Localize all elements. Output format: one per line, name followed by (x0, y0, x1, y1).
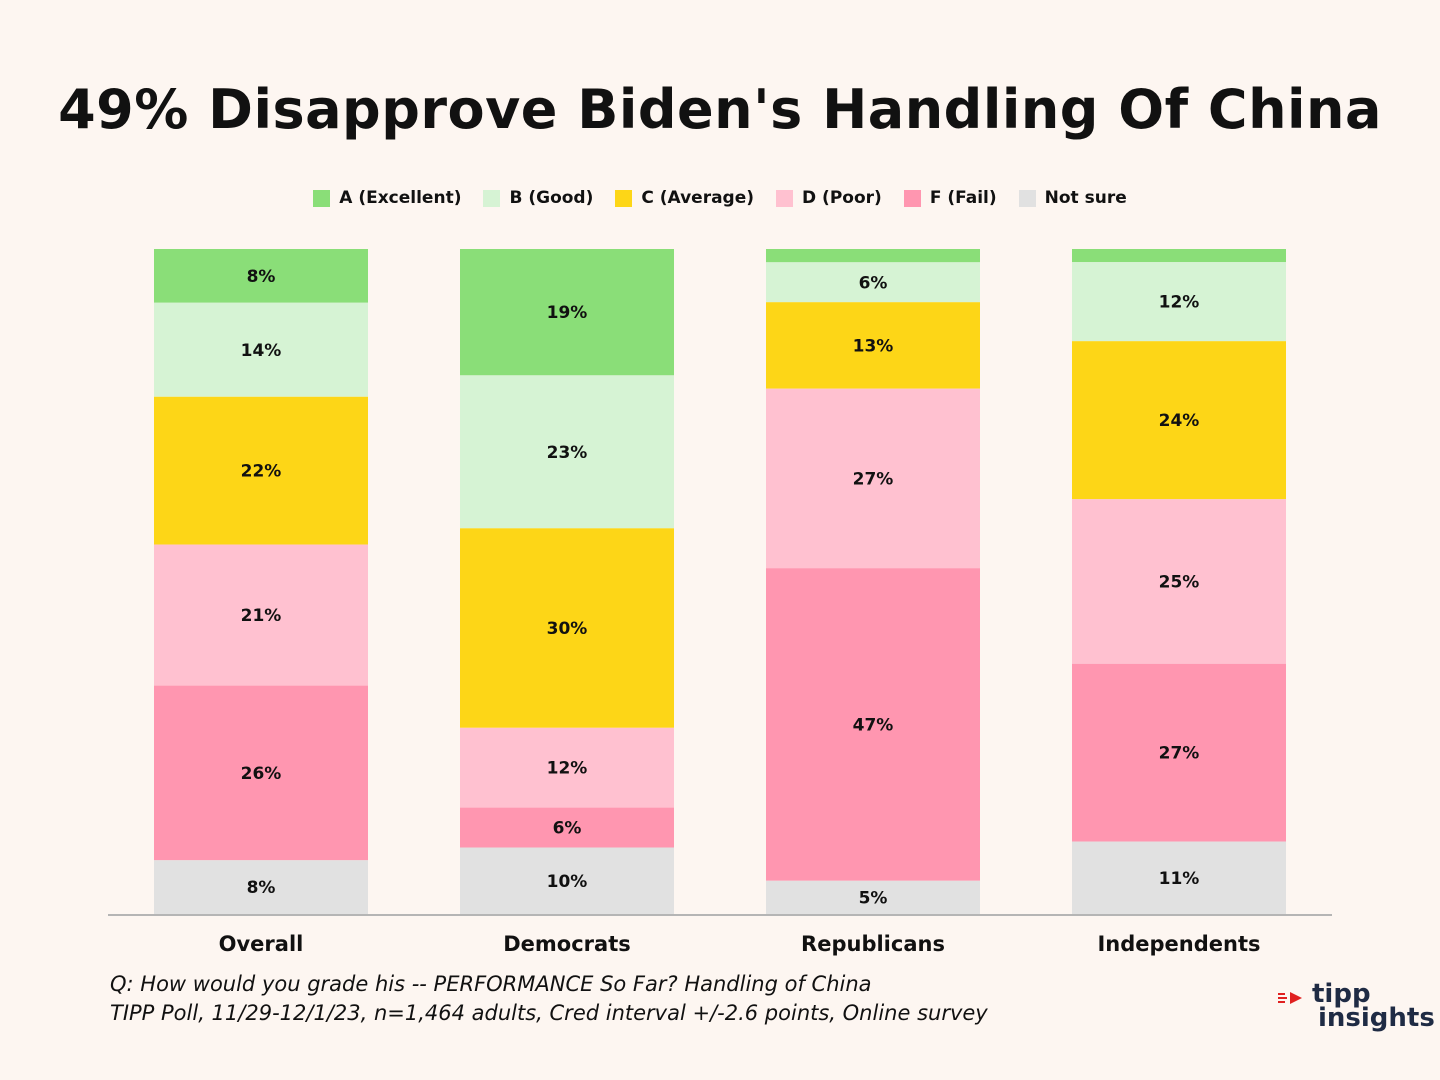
data-label: 27% (853, 469, 894, 489)
data-label: 22% (241, 462, 282, 482)
category-label: Independents (1097, 932, 1260, 956)
data-label: 25% (1159, 573, 1200, 593)
legend-item: A (Excellent) (313, 188, 461, 208)
legend-label: F (Fail) (929, 188, 997, 208)
data-label: 8% (247, 267, 276, 287)
legend-label: C (Average) (641, 188, 755, 208)
legend-label: A (Excellent) (339, 188, 462, 208)
tipp-insights-logo: tipp insights (1278, 979, 1435, 1037)
legend-swatch (776, 189, 794, 207)
bar-segment (154, 685, 368, 861)
legend-swatch (1018, 189, 1036, 207)
bar-segment (1072, 262, 1286, 342)
bar-segment (154, 860, 368, 914)
bar-segment (460, 249, 674, 376)
bar-segment (154, 249, 368, 303)
bar-segment (1072, 663, 1286, 842)
bar-segment (766, 568, 980, 881)
bar-segment (460, 847, 674, 914)
legend-item: D (Poor) (776, 188, 882, 208)
footnote-methodology: TIPP Poll, 11/29-12/1/23, n=1,464 adults… (110, 1001, 988, 1025)
bar-segment (154, 544, 368, 686)
bar-segment (766, 880, 980, 914)
legend-swatch (615, 189, 633, 207)
legend-item: B (Good) (483, 188, 593, 208)
logo-text-insights: insights (1318, 1003, 1435, 1033)
category-label: Overall (219, 932, 304, 956)
chart-title: 49% Disapprove Biden's Handling Of China (58, 78, 1382, 141)
data-label: 13% (853, 336, 894, 356)
data-label: 21% (241, 606, 282, 626)
data-label: 12% (1159, 293, 1200, 313)
bar-segment (1072, 249, 1286, 263)
bar-segment (460, 528, 674, 728)
category-label: Republicans (801, 932, 945, 956)
data-label: 5% (859, 888, 888, 908)
bar-segment (1072, 341, 1286, 500)
legend-swatch (483, 189, 501, 207)
legend-label: D (Poor) (802, 188, 882, 208)
bar-segment (766, 249, 980, 263)
footnote-question: Q: How would you grade his -- PERFORMANC… (110, 972, 872, 996)
bar-segment (766, 302, 980, 389)
data-label: 27% (1159, 744, 1200, 764)
bar-segment (460, 807, 674, 848)
bar-segment (766, 388, 980, 569)
logo-text-tipp: tipp (1312, 979, 1371, 1009)
data-label: 23% (547, 443, 588, 463)
data-label: 26% (241, 764, 282, 784)
bar-segment (1072, 499, 1286, 664)
bar-segment (1072, 841, 1286, 914)
logo-arrow-icon (1278, 992, 1302, 1004)
footnote: Q: How would you grade his -- PERFORMANC… (110, 970, 988, 1028)
data-label: 10% (547, 872, 588, 892)
bar-segment (460, 727, 674, 808)
data-label: 30% (547, 619, 588, 639)
data-label: 12% (547, 759, 588, 779)
data-label: 14% (241, 341, 282, 361)
data-label: 24% (1159, 411, 1200, 431)
data-label: 6% (859, 273, 888, 293)
bar-segment (766, 262, 980, 303)
legend-label: Not sure (1044, 188, 1127, 208)
bar-segment (460, 375, 674, 529)
legend-item: F (Fail) (903, 188, 997, 208)
legend-label: B (Good) (509, 188, 594, 208)
data-label: 19% (547, 303, 588, 323)
bar-segment (154, 302, 368, 397)
data-label: 47% (853, 715, 894, 735)
data-label: 6% (553, 819, 582, 839)
legend-swatch (903, 189, 921, 207)
data-label: 8% (247, 878, 276, 898)
category-label: Democrats (503, 932, 631, 956)
data-label: 11% (1159, 869, 1200, 889)
legend-swatch (313, 189, 331, 207)
legend-item: Not sure (1018, 188, 1127, 208)
bar-segment (154, 396, 368, 545)
legend: A (Excellent) B (Good) C (Average) D (Poor)… (0, 188, 1440, 208)
legend-item: C (Average) (615, 188, 754, 208)
